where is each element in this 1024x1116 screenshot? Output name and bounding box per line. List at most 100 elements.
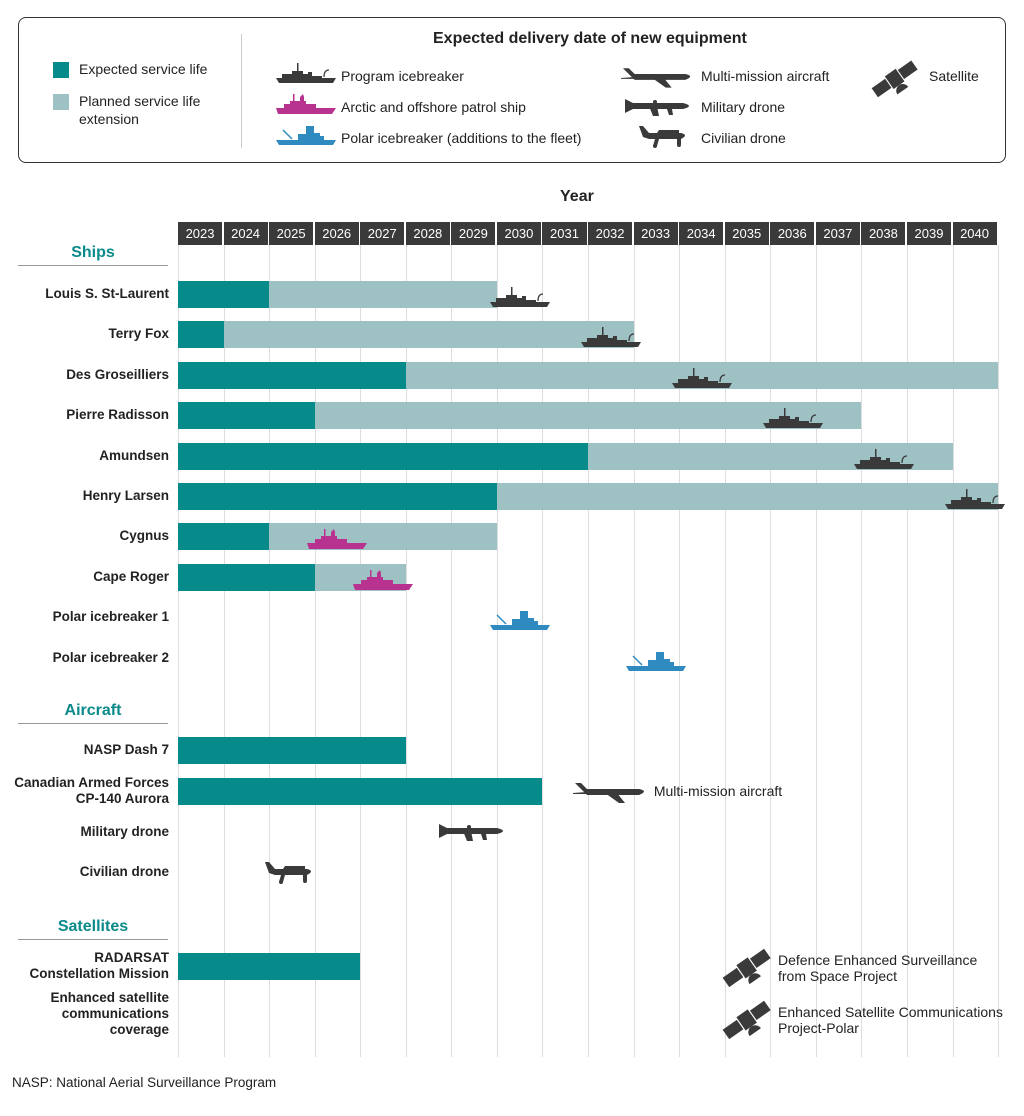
year-tick-label: 2039 [906,222,953,245]
year-tick-label: 2034 [679,222,726,245]
delivery-label: Enhanced Satellite Communications Projec… [778,1004,1003,1036]
year-tick-label: 2023 [178,222,225,245]
year-tick-label: 2031 [542,222,589,245]
gridline [861,245,863,1057]
program-icebreaker-icon [854,448,914,470]
service-life-bar [178,737,406,764]
service-life-swatch [53,62,69,78]
year-tick-label: 2040 [952,222,999,245]
program-icebreaker-icon [581,326,641,348]
gridline [269,245,271,1057]
year-tick-label: 2025 [269,222,316,245]
gridline [542,245,544,1057]
row-label: Louis S. St-Laurent [45,286,169,301]
year-tick-label: 2029 [451,222,498,245]
gridline [451,245,453,1057]
row-label: Military drone [80,824,169,839]
year-tick-label: 2035 [724,222,771,245]
civilian-drone-icon [637,124,695,148]
satellite-icon [869,56,919,100]
gridline [223,245,225,1057]
service-life-bar [178,443,589,470]
row-label: Canadian Armed Forces CP-140 Aurora [14,775,169,806]
year-tick-label: 2038 [861,222,908,245]
gridline [178,245,179,1057]
year-tick-label: 2026 [314,222,361,245]
polar-icebreaker-icon [490,609,550,631]
service-life-bar [178,778,543,805]
polar-icebreaker-icon [275,124,337,146]
satellite-icon [720,944,772,990]
row-label: Civilian drone [79,864,169,879]
section-header-aircraft: Aircraft [18,702,168,724]
delivery-label: Defence Enhanced Surveillance from Space… [778,952,978,984]
service-life-bar [178,564,315,591]
gridline [906,245,908,1057]
legend-satellite: Satellite [929,68,979,84]
legend-divider [241,34,242,148]
gridline [815,245,817,1057]
gridline [998,245,1000,1057]
delivery-label: Multi-mission aircraft [653,783,783,799]
gridline [952,245,954,1057]
aircraft-icon [621,64,695,88]
row-label: Polar icebreaker 2 [52,650,169,665]
year-tick-label: 2037 [815,222,862,245]
aircraft-icon [573,779,649,803]
row-label: Des Groseilliers [66,367,169,382]
legend-polar-icebreaker: Polar icebreaker (additions to the fleet… [341,130,582,146]
gridline [588,245,590,1057]
year-tick-label: 2032 [588,222,635,245]
gridline [360,245,362,1057]
row-label: Amundsen [99,448,169,463]
gridline [770,245,772,1057]
service-life-bar [178,362,406,389]
legend-patrol-ship: Arctic and offshore patrol ship [341,99,526,115]
x-axis-title: Year [560,188,594,205]
program-icebreaker-icon [763,407,823,429]
row-label: Enhanced satellite communications covera… [50,990,169,1037]
gridline [496,245,498,1057]
row-label: RADARSAT Constellation Mission [29,950,169,981]
gridline [724,245,726,1057]
polar-icebreaker-icon [626,650,686,672]
year-tick-label: 2033 [633,222,680,245]
year-tick-label: 2024 [223,222,270,245]
year-tick-label: 2028 [405,222,452,245]
legend: Expected service life Planned service li… [18,17,1006,163]
row-label: Pierre Radisson [66,407,169,422]
patrol-ship-icon [307,528,367,550]
row-label: Cape Roger [93,569,169,584]
section-header-ships: Ships [18,244,168,266]
gridline [679,245,681,1057]
year-tick-label: 2027 [360,222,407,245]
legend-service-life: Expected service life [79,61,208,77]
legend-extension: Planned service life extension [79,93,201,127]
patrol-ship-icon [275,93,337,115]
gridline [314,245,316,1057]
military-drone-icon [439,821,509,843]
year-tick-label: 2036 [770,222,817,245]
row-label: Polar icebreaker 1 [52,609,169,624]
service-life-bar [178,321,224,348]
program-icebreaker-icon [275,62,337,84]
service-life-bar [178,953,361,980]
program-icebreaker-icon [490,286,550,308]
military-drone-icon [625,96,695,118]
year-tick-label: 2030 [496,222,543,245]
program-icebreaker-icon [945,488,1005,510]
footnote: NASP: National Aerial Surveillance Progr… [12,1075,277,1090]
section-header-satellites: Satellites [18,918,168,940]
service-life-bar [178,281,270,308]
gridline [633,245,635,1057]
legend-delivery-title: Expected delivery date of new equipment [433,30,747,47]
gridline [405,245,407,1057]
satellite-icon [720,996,772,1042]
extension-swatch [53,94,69,110]
service-life-bar [178,483,497,510]
row-label: NASP Dash 7 [83,742,169,757]
row-label: Cygnus [119,528,169,543]
program-icebreaker-icon [672,367,732,389]
legend-military-drone: Military drone [701,99,786,115]
